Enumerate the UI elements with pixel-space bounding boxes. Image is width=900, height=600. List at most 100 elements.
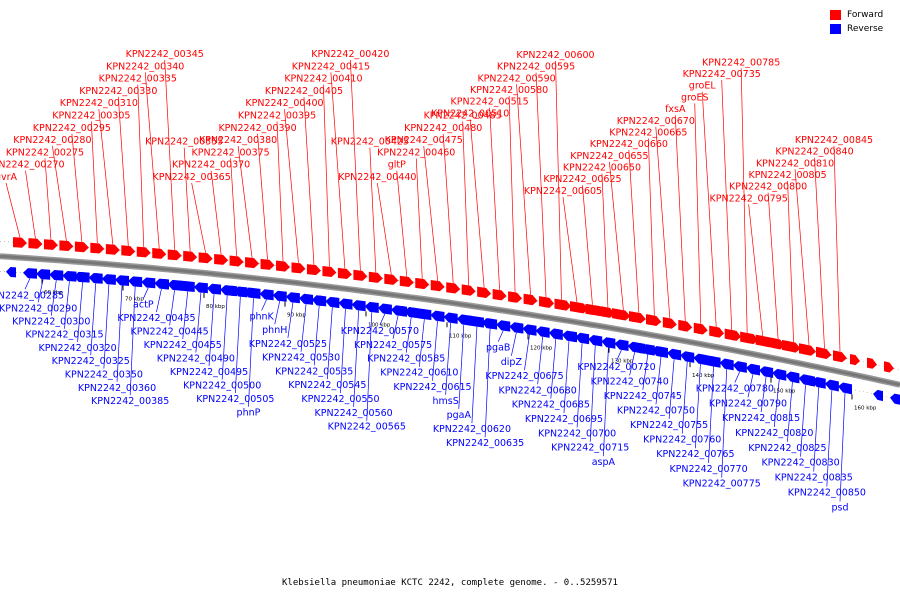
reverse-gene-leader: [616, 349, 622, 361]
reverse-gene-label: KPN2242_00770: [669, 464, 747, 475]
forward-gene-label: KPN2242_00485: [424, 111, 502, 122]
reverse-gene-arrow: [176, 280, 186, 292]
forward-gene-leader: [555, 60, 562, 300]
forward-gene-arrow: [306, 264, 321, 276]
reverse-gene-label: KPN2242_00700: [538, 428, 616, 439]
forward-gene-label: KPN2242_00415: [292, 61, 370, 72]
reverse-gene-arrow: [588, 334, 603, 347]
reverse-gene-leader: [497, 330, 504, 342]
forward-gene-label: KPN2242_00580: [470, 85, 548, 96]
reverse-gene-leader: [326, 307, 333, 380]
reverse-gene-label: KPN2242_00500: [183, 380, 261, 391]
reverse-gene-leader: [563, 340, 570, 413]
reverse-gene-label: KPN2242_00765: [656, 449, 734, 460]
reverse-gene-label: KPN2242_00435: [117, 313, 195, 324]
reverse-gene-arrow: [377, 303, 392, 315]
forward-gene-label: uvrA: [0, 172, 18, 183]
reverse-gene-label: KPN2242_00285: [0, 290, 64, 301]
reverse-gene-label: pgaB: [486, 343, 510, 354]
reverse-gene-label: KPN2242_00695: [525, 414, 603, 425]
forward-gene-leader: [462, 121, 470, 286]
reverse-gene-leader: [747, 374, 754, 398]
forward-gene-label: KPN2242_00375: [191, 147, 269, 158]
forward-gene-leader: [25, 170, 36, 239]
forward-gene-label: KPN2242_00340: [106, 61, 184, 72]
reverse-gene-label: KPN2242_00585: [367, 354, 445, 365]
reverse-gene-leader: [24, 278, 31, 290]
forward-gene-arrow: [152, 248, 167, 259]
forward-gene-arrow: [616, 308, 631, 321]
reverse-gene-leader: [64, 281, 70, 329]
reverse-gene-arrow: [693, 353, 708, 366]
forward-gene-label: KPN2242_00590: [477, 73, 555, 84]
forward-gene-leader: [489, 107, 500, 291]
reverse-gene-arrow: [465, 315, 475, 327]
forward-gene-arrow: [492, 288, 507, 301]
forward-gene-leader: [376, 182, 392, 275]
forward-gene-label: KPN2242_00390: [218, 123, 296, 134]
reverse-gene-label: KPN2242_00535: [275, 366, 353, 377]
reverse-gene-leader: [392, 315, 399, 339]
forward-gene-arrow: [612, 308, 622, 320]
reverse-gene-label: KPN2242_00825: [748, 443, 826, 454]
scale-tick-label: 150 kbp: [773, 389, 796, 395]
reverse-gene-leader: [116, 285, 123, 382]
forward-gene-arrow: [353, 269, 368, 281]
reverse-gene-arrow: [430, 310, 445, 322]
reverse-gene-leader: [642, 354, 649, 390]
reverse-gene-label: KPN2242_00610: [380, 368, 458, 379]
reverse-gene-arrow: [745, 363, 760, 376]
forward-gene-arrow: [680, 320, 690, 332]
reverse-gene-label: KPN2242_00350: [65, 369, 143, 380]
forward-gene-leader: [794, 169, 810, 346]
forward-gene-leader: [787, 180, 794, 343]
reverse-gene-arrow: [159, 279, 169, 290]
reverse-gene-arrow: [272, 290, 287, 302]
forward-gene-label: KPN2242_00795: [710, 193, 788, 204]
reverse-gene-leader: [234, 296, 241, 394]
reverse-gene-leader: [760, 376, 767, 413]
scale-tick-label: 90 kbp: [287, 313, 306, 319]
forward-gene-leader: [191, 182, 207, 254]
reverse-gene-arrow: [36, 269, 51, 280]
reverse-gene-arrow: [652, 345, 662, 357]
forward-gene-label: KPN2242_00345: [126, 49, 204, 60]
forward-gene-leader: [71, 133, 83, 243]
reverse-gene-label: KPN2242_00300: [12, 317, 90, 328]
reverse-gene-arrow: [890, 393, 900, 405]
forward-gene-arrow: [322, 265, 337, 278]
legend: Forward Reverse: [830, 8, 900, 36]
forward-gene-label: KPN2242_00365: [153, 172, 231, 183]
reverse-gene-arrow: [141, 277, 156, 289]
reverse-gene-leader: [655, 356, 662, 405]
reverse-gene-arrow: [788, 371, 798, 384]
reverse-gene-leader: [484, 328, 491, 438]
forward-gene-leader: [562, 196, 578, 303]
forward-gene-label: KPN2242_00605: [524, 186, 602, 197]
reverse-gene-arrow: [824, 379, 839, 392]
scale-tick-label: 110 kbp: [449, 333, 472, 339]
reverse-gene-leader: [589, 345, 596, 442]
reverse-gene-leader: [813, 387, 820, 472]
forward-gene-label: KPN2242_00280: [13, 135, 91, 146]
reverse-gene-label: KPN2242_00750: [617, 405, 695, 416]
reverse-gene-arrow: [193, 282, 208, 294]
forward-gene-arrow: [629, 311, 639, 323]
scale-tick-label: 60 kbp: [44, 290, 63, 296]
reverse-gene-arrow: [364, 301, 379, 313]
reverse-gene-label: KPN2242_00545: [288, 380, 366, 391]
forward-gene-label: KPN2242_00305: [52, 111, 130, 122]
forward-gene-leader: [350, 59, 361, 271]
reverse-gene-arrow: [404, 307, 419, 319]
forward-gene-arrow: [884, 361, 894, 373]
forward-gene-label: KPN2242_00480: [404, 123, 482, 134]
reverse-gene-label: KPN2242_00820: [735, 428, 813, 439]
reverse-gene-arrow: [414, 308, 424, 320]
forward-gene-label: KPN2242_00270: [0, 160, 65, 171]
forward-gene-arrow: [786, 340, 801, 353]
forward-gene-label: KPN2242_00660: [590, 139, 668, 150]
forward-gene-arrow: [527, 294, 537, 306]
forward-gene-arrow: [850, 353, 860, 366]
genome-caption: Klebsiella pneumoniae KCTC 2242, complet…: [282, 578, 618, 588]
forward-gene-label: KPN2242_00805: [748, 170, 826, 181]
